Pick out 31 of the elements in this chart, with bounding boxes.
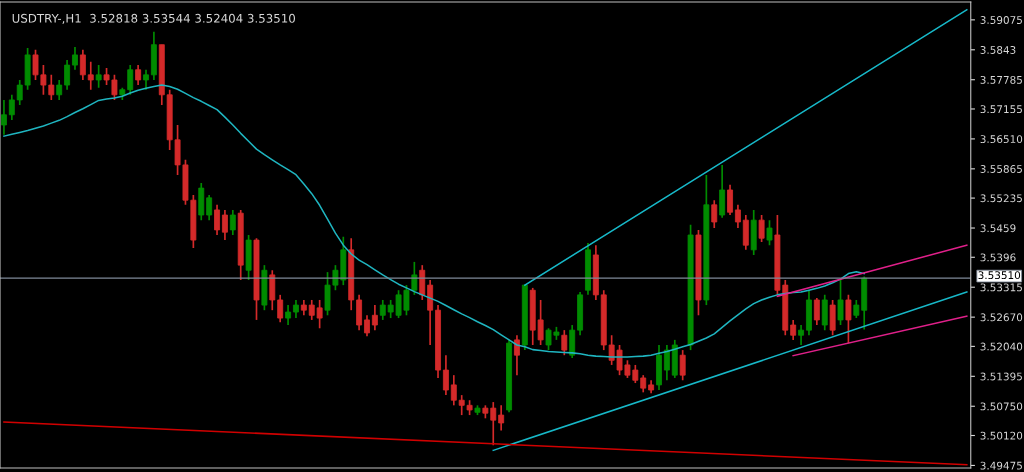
y-tick-label: 3.55235 xyxy=(980,194,1022,203)
candlestick xyxy=(837,279,844,326)
candlestick xyxy=(245,234,252,281)
y-tick-label: 3.50750 xyxy=(980,402,1023,411)
y-tick-label: 3.57785 xyxy=(980,75,1022,84)
y-tick-label: 3.52670 xyxy=(980,313,1023,322)
y-tick-label: 3.52040 xyxy=(980,342,1023,351)
y-tick-label: 3.5843 xyxy=(980,46,1016,54)
candlestick xyxy=(687,223,694,351)
candlestick xyxy=(703,174,710,306)
y-tick-label: 3.51395 xyxy=(980,372,1022,381)
y-tick-label: 3.59075 xyxy=(980,16,1022,24)
y-tick-label: 3.5459 xyxy=(980,224,1016,233)
y-tick-label: 3.49475 xyxy=(980,461,1022,470)
text: USDTRY-,H1 3.52818 3.53544 3.52404 3.53510 xyxy=(12,13,295,24)
candlestick xyxy=(411,261,418,296)
candlestick xyxy=(829,299,836,337)
candlestick xyxy=(95,64,102,89)
y-tick-label: 3.5396 xyxy=(980,253,1016,262)
candlestick xyxy=(695,229,702,317)
y-tick-label: 3.50120 xyxy=(980,431,1023,440)
candlestick xyxy=(845,294,852,344)
candlestick xyxy=(758,214,765,243)
candlestick xyxy=(253,237,260,321)
y-tick-label: 3.56510 xyxy=(980,135,1023,144)
y-tick-label: 3.55865 xyxy=(980,165,1022,173)
candlestick xyxy=(766,219,773,247)
y-tick-label: 3.57155 xyxy=(980,105,1022,114)
ref-line-label: 3.53510 xyxy=(978,271,1021,280)
candlestick xyxy=(261,264,268,312)
y-tick-label: 3.53315 xyxy=(980,283,1022,292)
